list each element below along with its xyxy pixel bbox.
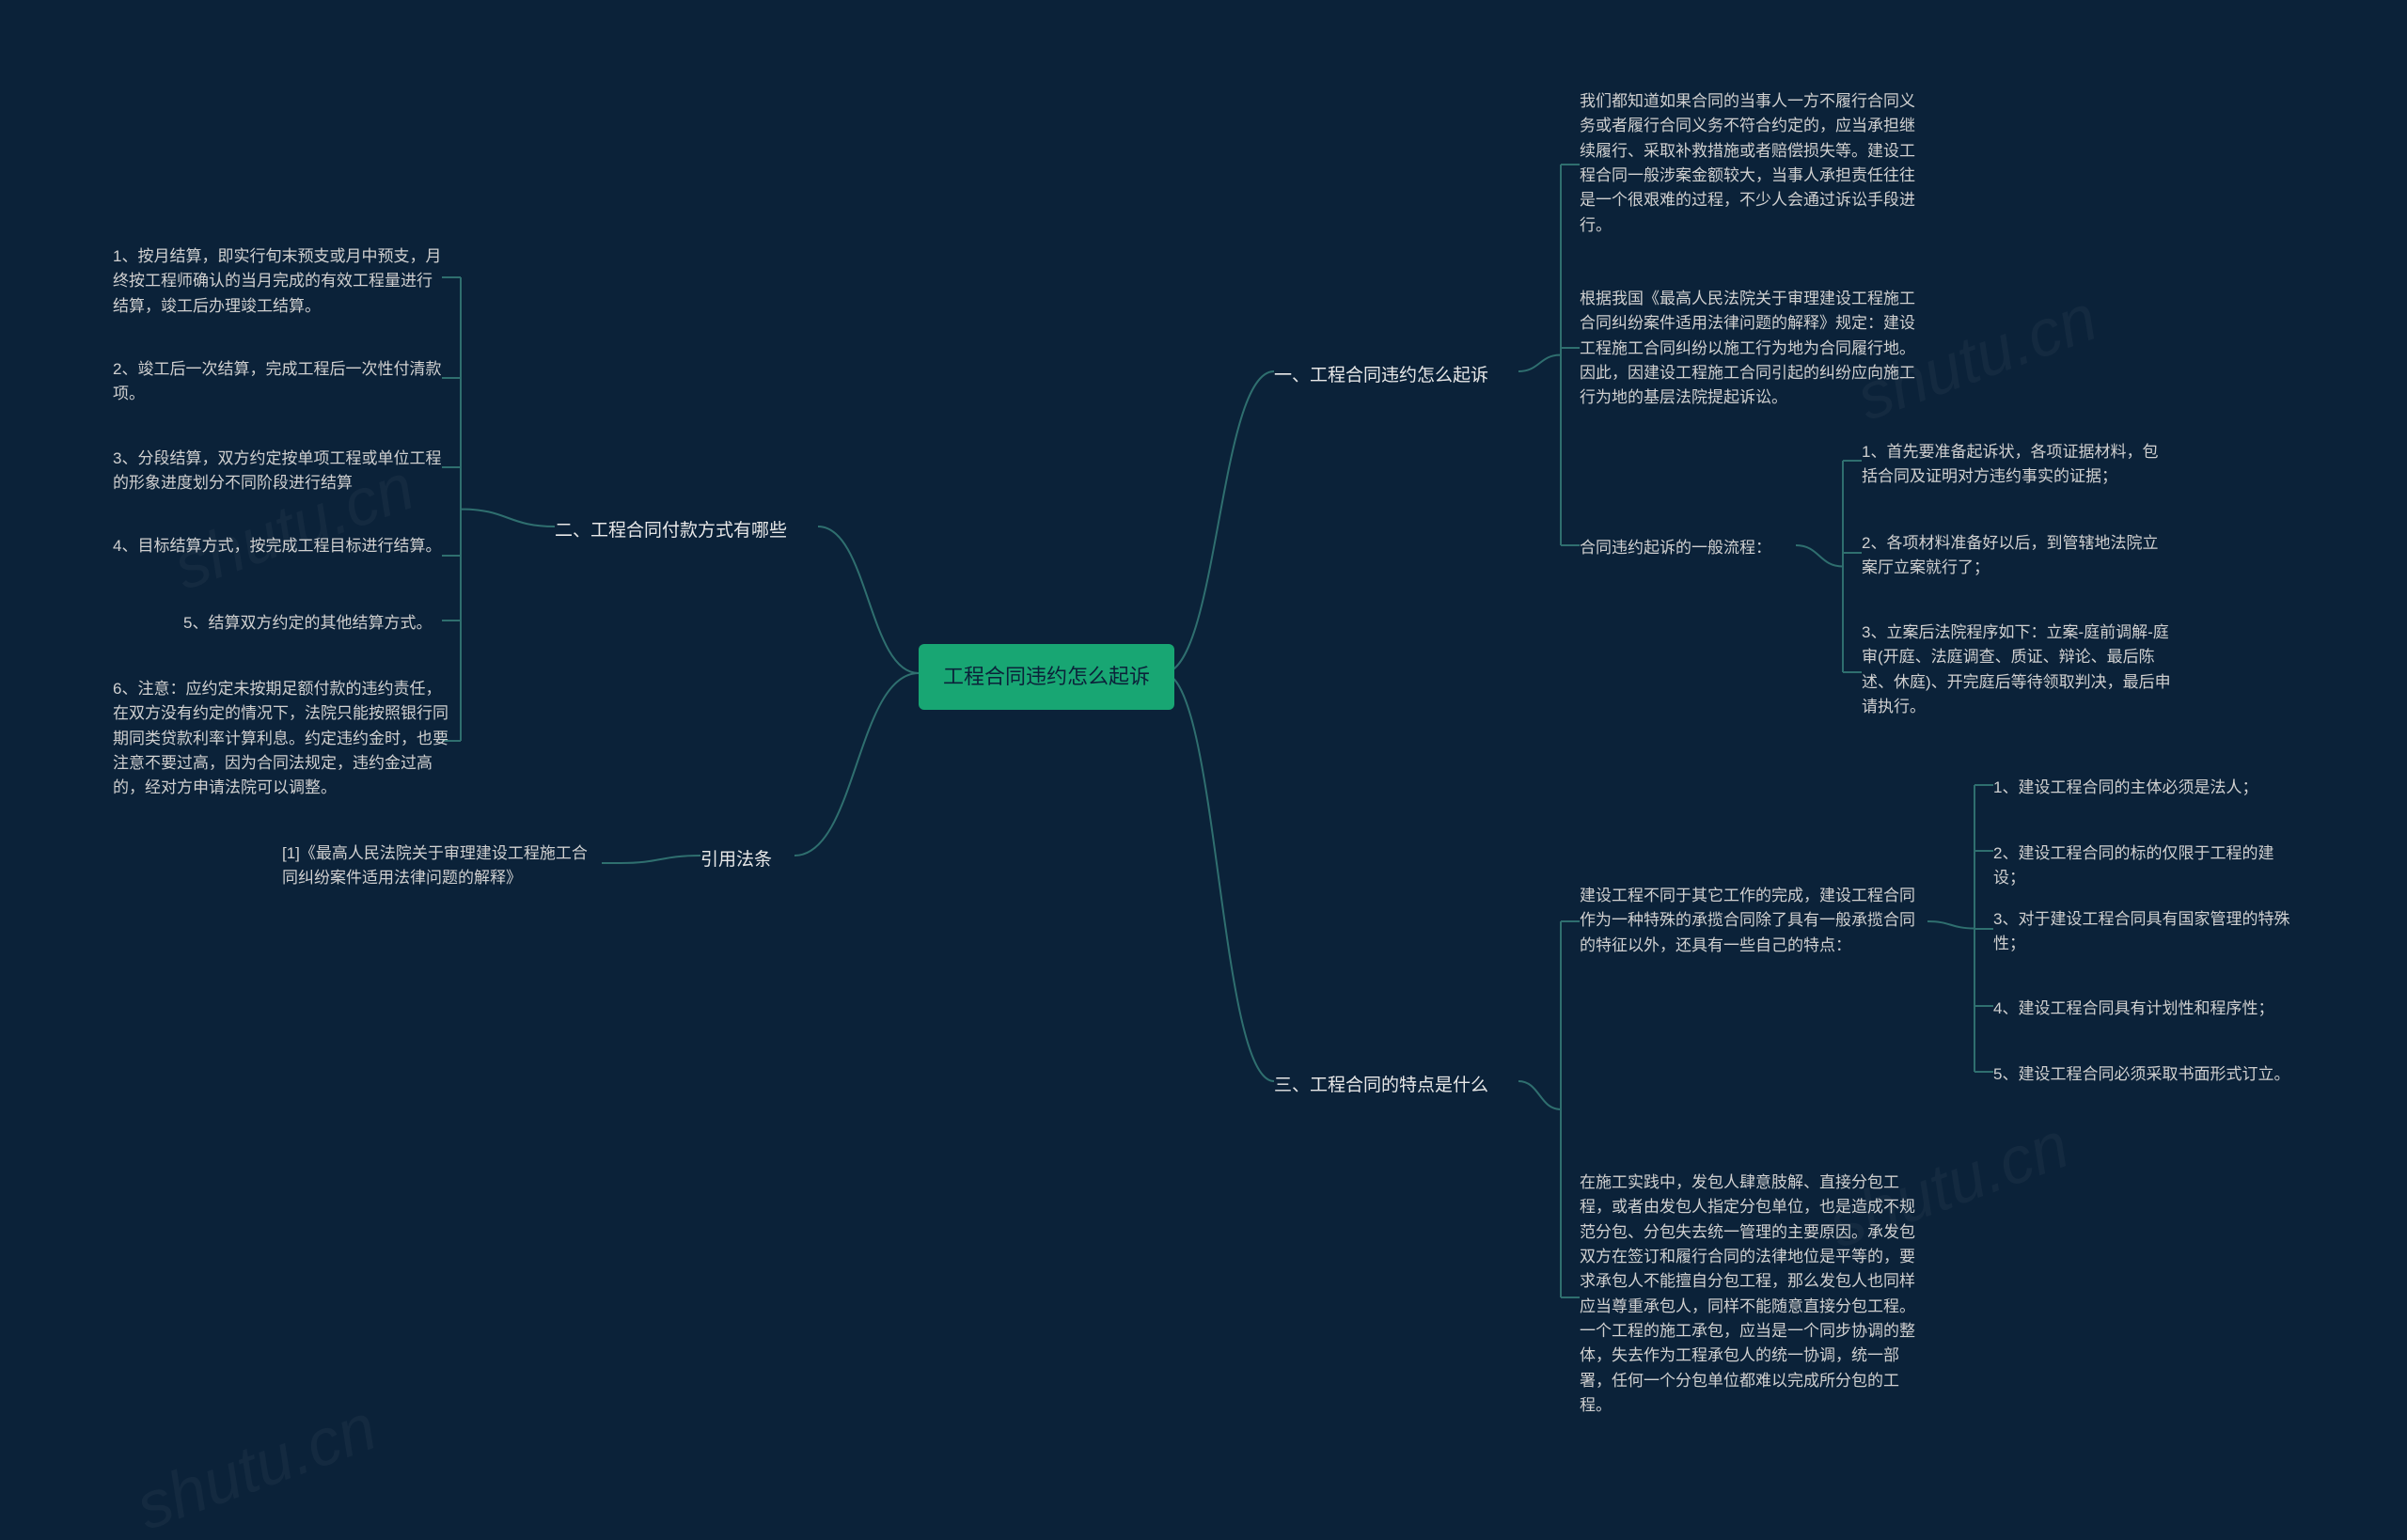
root-node: 工程合同违约怎么起诉	[919, 644, 1174, 710]
leaf-l1-1: 1、按月结算，即实行旬末预支或月中预支，月终按工程师确认的当月完成的有效工程量进…	[113, 244, 442, 319]
leaf-r2-1-2: 2、建设工程合同的标的仅限于工程的建设；	[1993, 841, 2304, 891]
leaf-l1-2: 2、竣工后一次结算，完成工程后一次性付清款项。	[113, 357, 442, 407]
branch-citation: 引用法条	[700, 846, 794, 873]
leaf-r2-1-5: 5、建设工程合同必须采取书面形式订立。	[1993, 1062, 2294, 1087]
leaf-l1-6: 6、注意：应约定未按期足额付款的违约责任，在双方没有约定的情况下，法院只能按照银…	[113, 677, 451, 801]
branch-section-3: 三、工程合同的特点是什么	[1274, 1072, 1518, 1099]
branch-section-1: 一、工程合同违约怎么起诉	[1274, 362, 1518, 389]
watermark: shutu.cn	[126, 1389, 385, 1540]
leaf-r2-1: 建设工程不同于其它工作的完成，建设工程合同作为一种特殊的承揽合同除了具有一般承揽…	[1580, 884, 1927, 958]
leaf-r1-3-2: 2、各项材料准备好以后，到管辖地法院立案厅立案就行了；	[1862, 531, 2172, 581]
leaf-r1-3-3: 3、立案后法院程序如下：立案-庭前调解-庭审(开庭、法庭调查、质证、辩论、最后陈…	[1862, 621, 2172, 719]
leaf-l2-1: [1]《最高人民法院关于审理建设工程施工合同纠纷案件适用法律问题的解释》	[282, 841, 602, 891]
leaf-l1-5: 5、结算双方约定的其他结算方式。	[183, 611, 456, 636]
leaf-l1-3: 3、分段结算，双方约定按单项工程或单位工程的形象进度划分不同阶段进行结算	[113, 447, 442, 496]
leaf-r2-1-1: 1、建设工程合同的主体必须是法人；	[1993, 776, 2294, 800]
branch-section-2: 二、工程合同付款方式有哪些	[555, 517, 818, 544]
leaf-r2-1-3: 3、对于建设工程合同具有国家管理的特殊性；	[1993, 907, 2313, 957]
leaf-r1-3-1: 1、首先要准备起诉状，各项证据材料，包括合同及证明对方违约事实的证据；	[1862, 440, 2172, 490]
leaf-l1-4: 4、目标结算方式，按完成工程目标进行结算。	[113, 534, 442, 558]
leaf-r1-1: 我们都知道如果合同的当事人一方不履行合同义务或者履行合同义务不符合约定的，应当承…	[1580, 89, 1927, 238]
leaf-r2-2: 在施工实践中，发包人肆意肢解、直接分包工程，或者由发包人指定分包单位，也是造成不…	[1580, 1171, 1927, 1418]
leaf-r1-2: 根据我国《最高人民法院关于审理建设工程施工合同纠纷案件适用法律问题的解释》规定：…	[1580, 287, 1927, 411]
leaf-r2-1-4: 4、建设工程合同具有计划性和程序性；	[1993, 997, 2294, 1021]
leaf-r1-3: 合同违约起诉的一般流程：	[1580, 536, 1796, 560]
